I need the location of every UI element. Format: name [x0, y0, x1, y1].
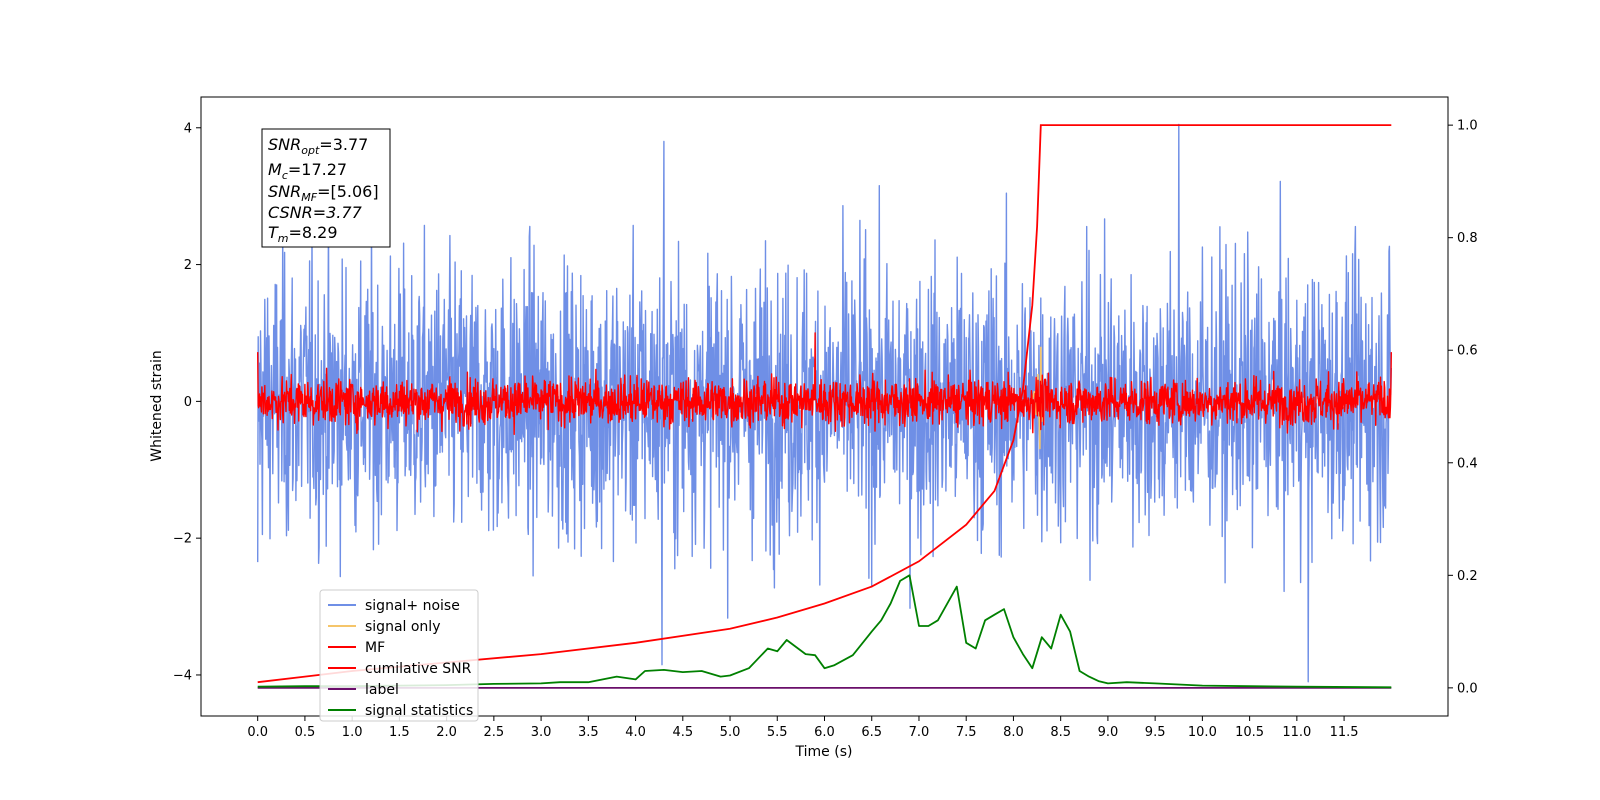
- series-signal-statistics-line: [257, 574, 1392, 689]
- x-tick-label: 9.5: [1145, 725, 1166, 740]
- x-tick-label: 7.5: [956, 725, 977, 740]
- x-tick-label: 5.0: [720, 725, 741, 740]
- y-left-tick-label: −4: [173, 668, 192, 683]
- x-tick-label: 6.5: [861, 725, 882, 740]
- x-tick-label: 11.0: [1282, 725, 1311, 740]
- x-axis-ticks: 0.0 0.5 1.0 1.5 2.0 2.5 3.0 3.5 4.0 4.5 5.0 5.5 6.0 6…: [247, 716, 1359, 740]
- legend-frame: [319, 589, 479, 722]
- y-axis-label: Whitened strain: [149, 350, 165, 461]
- info-box-frame: [261, 128, 391, 248]
- y-right-tick-label: 0.6: [1457, 344, 1478, 359]
- y-right-tick-label: 0.2: [1457, 569, 1478, 584]
- x-tick-label: 1.5: [389, 725, 410, 740]
- x-tick-label: 4.5: [672, 725, 693, 740]
- x-tick-label: 3.5: [578, 725, 599, 740]
- y-right-axis-ticks: 0.0 0.2 0.4 0.6 0.8 1.0: [1448, 119, 1478, 696]
- y-left-tick-label: 2: [184, 258, 192, 273]
- x-tick-label: 10.0: [1188, 725, 1217, 740]
- series-signal-noise-line: [257, 123, 1392, 683]
- info-mc: Mc=17.27: [268, 160, 347, 182]
- info-tm: Tm=8.29: [268, 223, 338, 245]
- legend-label: cumilative SNR: [365, 661, 472, 677]
- y-left-tick-label: 0: [184, 395, 192, 410]
- legend-label: MF: [365, 640, 385, 656]
- x-tick-label: 8.0: [1003, 725, 1024, 740]
- x-tick-label: 6.0: [814, 725, 835, 740]
- x-tick-label: 2.0: [436, 725, 457, 740]
- x-tick-label: 4.0: [625, 725, 646, 740]
- x-tick-label: 2.5: [484, 725, 505, 740]
- legend-label: signal statistics: [365, 703, 473, 719]
- legend-label: signal only: [365, 619, 440, 635]
- legend-entries: signal+ noise signal only MF cumilative SNR…: [328, 598, 473, 719]
- snr-info-box: SNRopt=3.77 Mc=17.27 SNRMF=[5.06] CSNR=3…: [261, 128, 391, 248]
- x-tick-label: 10.5: [1235, 725, 1264, 740]
- info-snr-opt: SNRopt=3.77: [268, 135, 368, 157]
- y-left-axis-ticks: −4 −2 0 2 4: [173, 121, 201, 683]
- y-right-tick-label: 0.8: [1457, 231, 1478, 246]
- x-tick-label: 0.0: [247, 725, 268, 740]
- legend-label: signal+ noise: [365, 598, 460, 614]
- x-tick-label: 7.0: [909, 725, 930, 740]
- x-tick-label: 3.0: [531, 725, 552, 740]
- x-axis-label: Time (s): [795, 744, 853, 760]
- x-tick-label: 9.0: [1098, 725, 1119, 740]
- info-snr-mf: SNRMF=[5.06]: [268, 182, 379, 204]
- info-csnr: CSNR=3.77: [268, 203, 363, 222]
- x-tick-label: 8.5: [1050, 725, 1071, 740]
- series-mf-line: [257, 332, 1392, 436]
- x-tick-label: 1.0: [342, 725, 363, 740]
- y-left-tick-label: 4: [184, 121, 192, 136]
- y-left-tick-label: −2: [173, 532, 192, 547]
- x-tick-label: 0.5: [295, 725, 316, 740]
- x-tick-label: 11.5: [1330, 725, 1359, 740]
- y-right-tick-label: 0.4: [1457, 456, 1478, 471]
- legend: signal+ noise signal only MF cumilative SNR…: [319, 589, 479, 722]
- x-tick-label: 5.5: [767, 725, 788, 740]
- legend-label: label: [365, 682, 399, 698]
- y-right-tick-label: 1.0: [1457, 119, 1478, 134]
- y-right-tick-label: 0.0: [1457, 681, 1478, 696]
